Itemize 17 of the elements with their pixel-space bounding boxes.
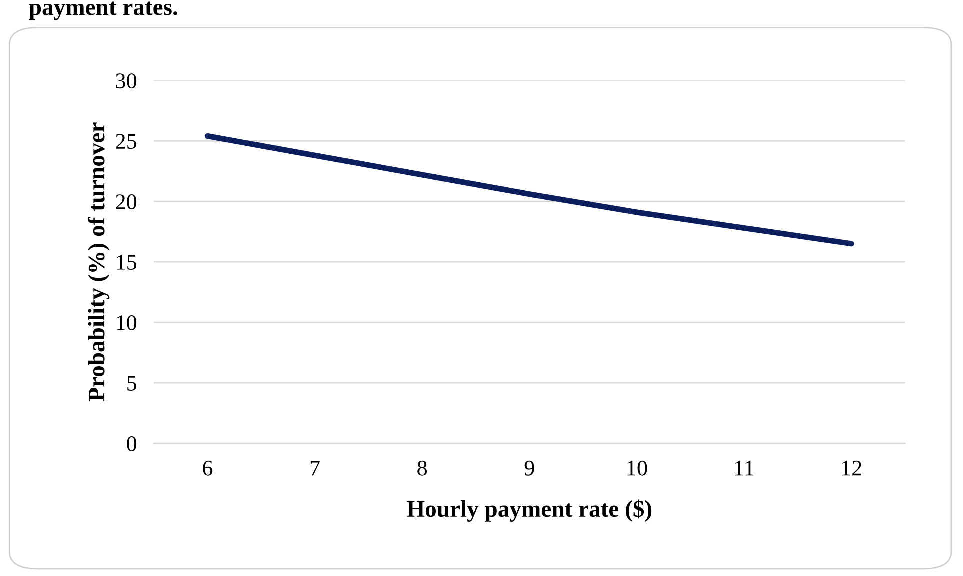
x-tick-label: 8 (418, 460, 428, 476)
x-tick-label: 10 (628, 460, 648, 476)
x-axis-title: Hourly payment rate ($) (407, 500, 652, 522)
y-tick-label: 30 (116, 74, 137, 89)
y-tick-label: 25 (116, 134, 137, 150)
y-tick-label: 20 (116, 194, 137, 210)
chart-title: payment rates. (29, 2, 178, 20)
y-tick-label: 15 (117, 255, 137, 270)
x-tick-label: 7 (310, 461, 320, 476)
y-axis-title: Probability (%) of turnover (88, 122, 110, 402)
x-tick-label: 6 (203, 460, 213, 476)
y-tick-label: 10 (117, 315, 137, 330)
x-tick-label: 11 (736, 460, 754, 476)
y-tick-label: 0 (127, 436, 137, 452)
y-tick-label: 5 (128, 376, 137, 391)
x-tick-label: 9 (524, 460, 534, 476)
x-tick-label: 12 (842, 460, 862, 476)
